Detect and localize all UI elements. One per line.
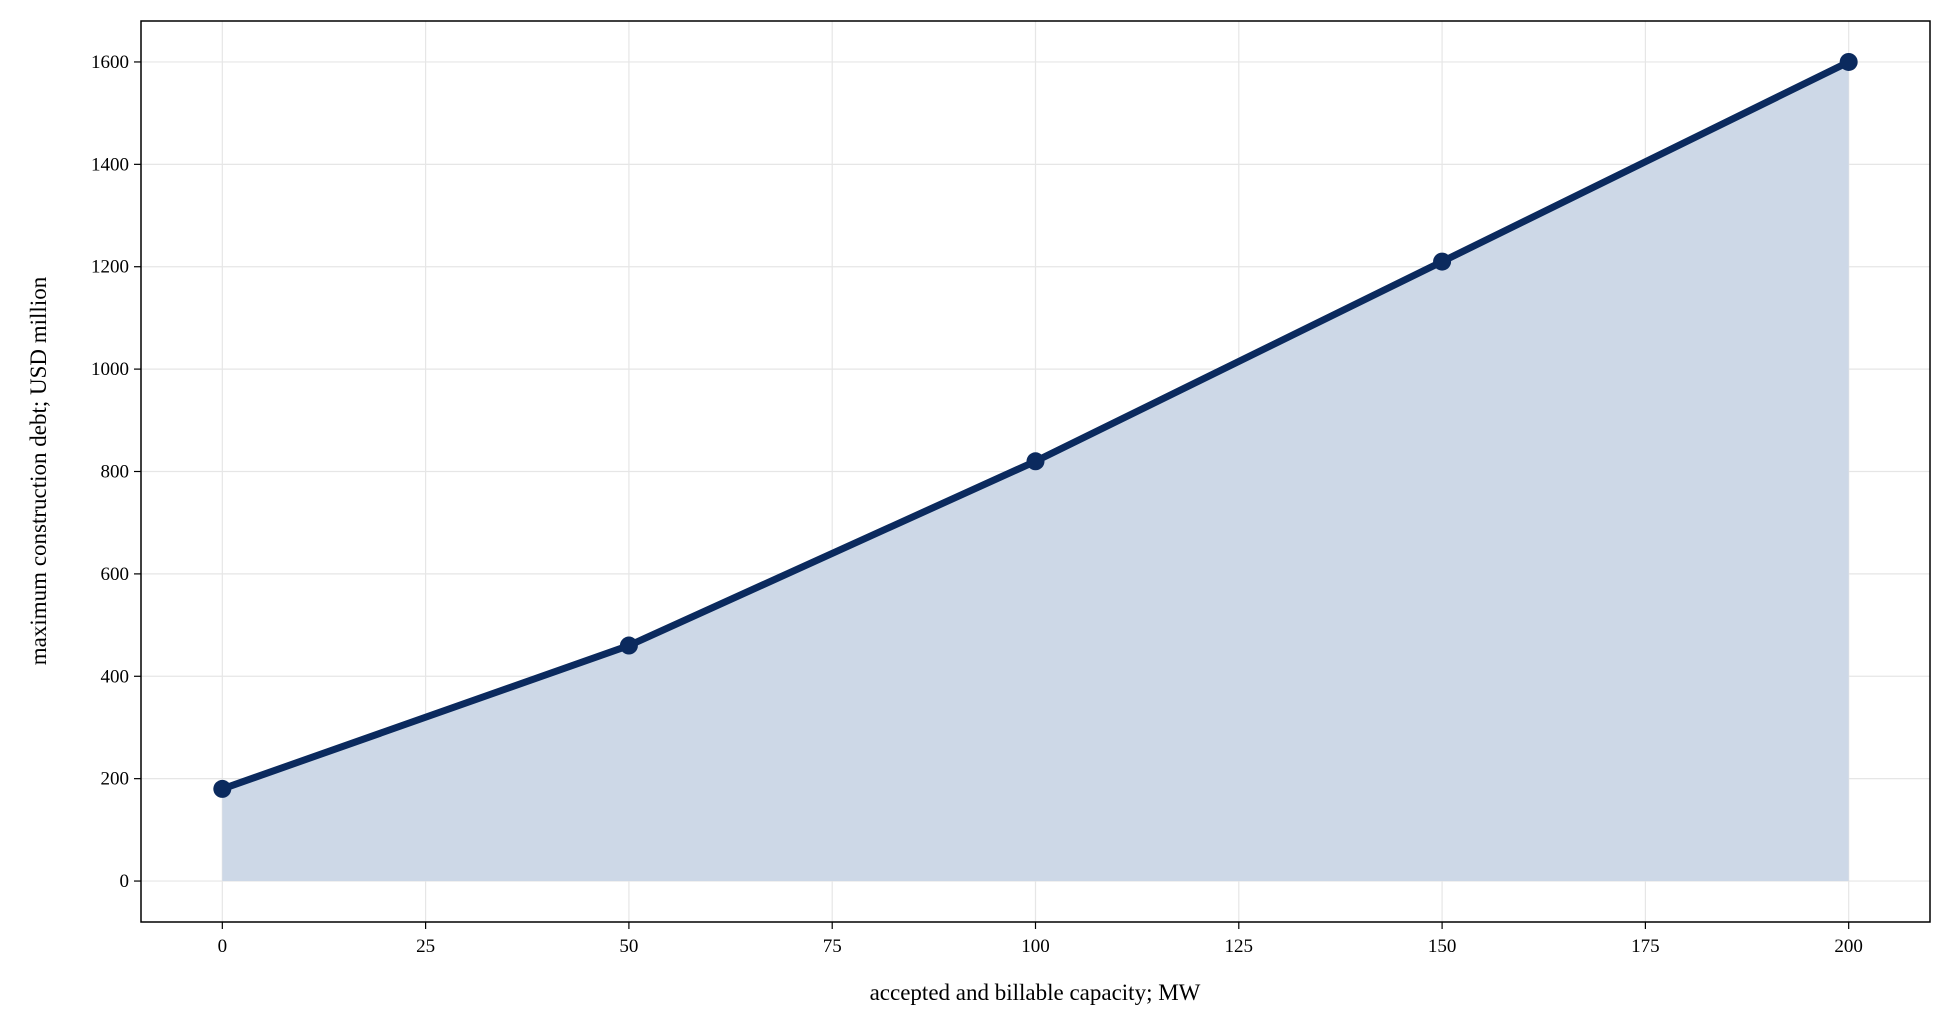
x-tick-label: 50	[619, 936, 638, 957]
marker	[1433, 252, 1452, 271]
y-tick-label: 200	[101, 769, 130, 790]
x-tick-label: 100	[1021, 936, 1050, 957]
y-tick-label: 1600	[91, 52, 129, 73]
y-axis-label: maximum construction debt; USD million	[26, 276, 51, 665]
y-tick-label: 1200	[91, 257, 129, 278]
x-tick-label: 0	[218, 936, 228, 957]
x-tick-label: 175	[1631, 936, 1660, 957]
x-tick-label: 150	[1428, 936, 1457, 957]
marker	[619, 636, 638, 655]
marker	[1839, 52, 1858, 71]
x-tick-label: 25	[416, 936, 435, 957]
x-tick-label: 200	[1834, 936, 1863, 957]
plot-frame	[140, 20, 1931, 923]
y-tick-label: 400	[101, 666, 130, 687]
x-axis-label: accepted and billable capacity; MW	[870, 980, 1201, 1005]
y-tick-label: 0	[120, 871, 130, 892]
marker	[213, 779, 232, 798]
x-tick-label: 125	[1225, 936, 1254, 957]
y-tick-label: 800	[101, 462, 130, 483]
y-tick-label: 1400	[91, 154, 129, 175]
y-tick-label: 1000	[91, 359, 129, 380]
marker	[1026, 452, 1045, 471]
y-tick-label: 600	[101, 564, 130, 585]
x-tick-label: 75	[823, 936, 842, 957]
